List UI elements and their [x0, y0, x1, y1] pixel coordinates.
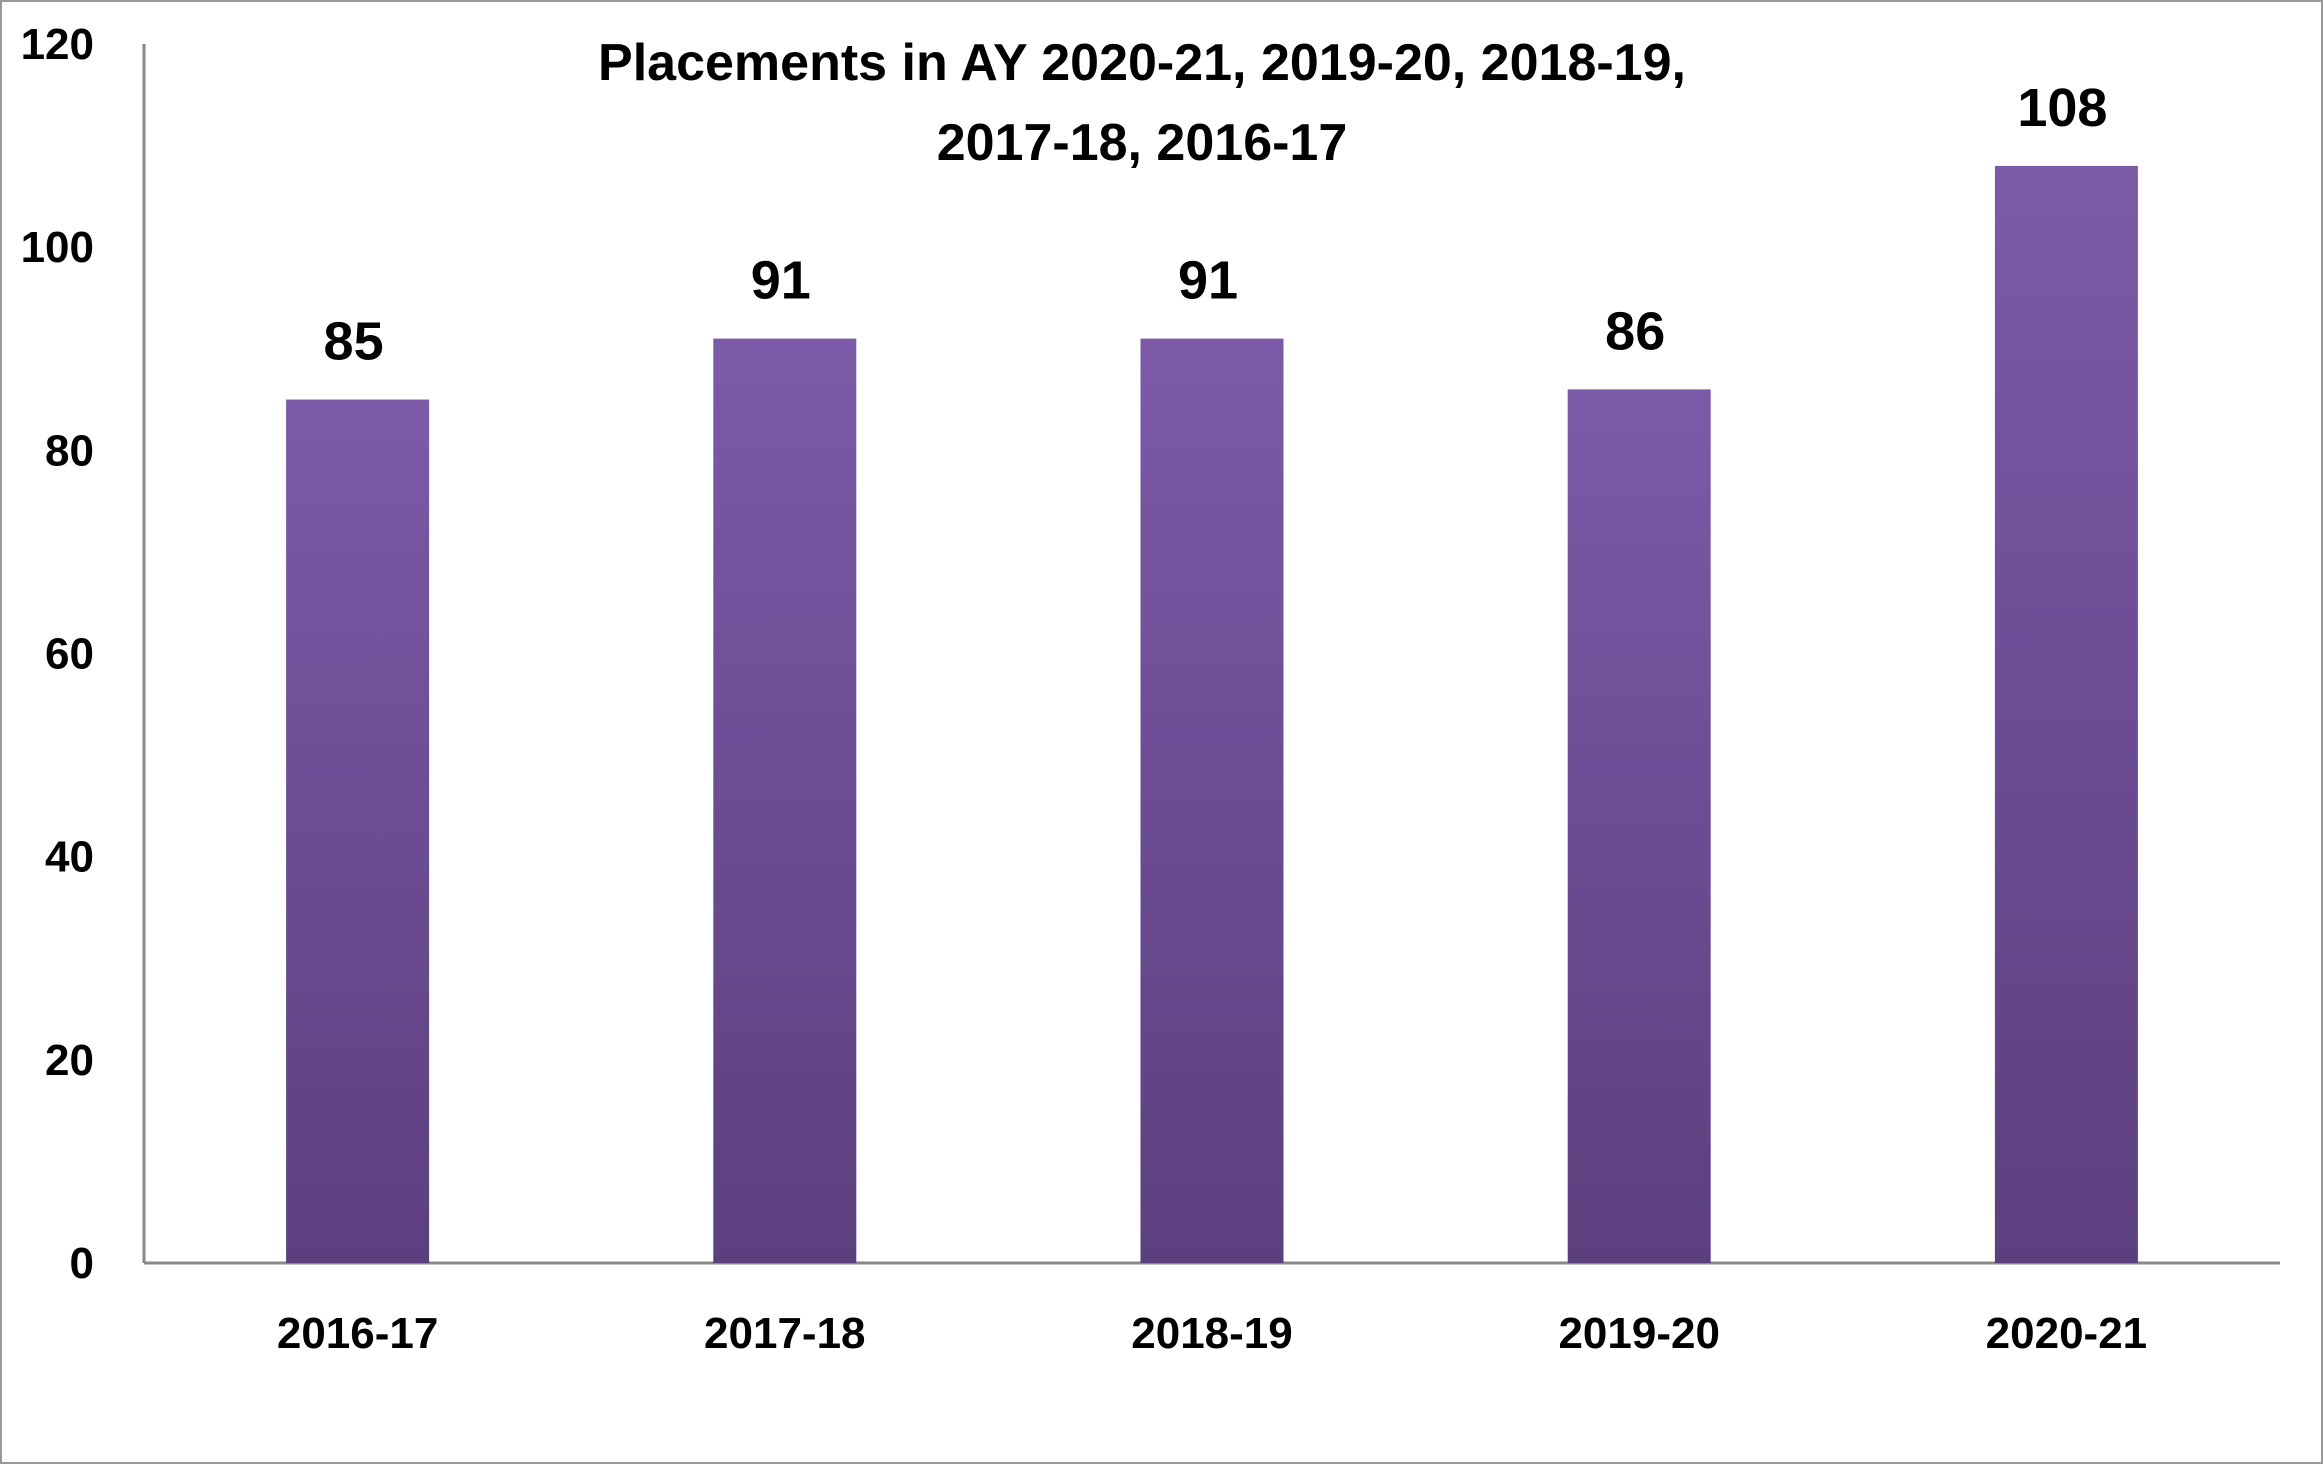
bar-data-label: 91: [1178, 251, 1238, 311]
x-tick-label: 2018-19: [1131, 1309, 1292, 1358]
chart-title: Placements in AY 2020-21, 2019-20, 2018-…: [598, 34, 1686, 172]
x-tick-label: 2020-21: [1986, 1309, 2147, 1358]
bar: [1567, 389, 1711, 1264]
x-tick-label: 2016-17: [277, 1309, 438, 1358]
chart-title-line-1: Placements in AY 2020-21, 2019-20, 2018-…: [598, 34, 1686, 92]
y-tick-label: 100: [21, 223, 94, 272]
bar-data-label: 86: [1605, 301, 1665, 361]
bar: [1140, 338, 1284, 1263]
y-tick-label: 20: [45, 1036, 94, 1085]
chart-title-line-2: 2017-18, 2016-17: [937, 114, 1348, 172]
bar-data-label: 91: [751, 251, 811, 311]
x-tick-label: 2019-20: [1558, 1309, 1719, 1358]
bar: [713, 338, 857, 1263]
x-tick-label: 2017-18: [704, 1309, 865, 1358]
y-tick-label: 120: [21, 20, 94, 69]
y-tick-label: 40: [45, 833, 94, 882]
bar: [286, 399, 430, 1264]
y-tick-label: 80: [45, 426, 94, 475]
y-tick-label: 60: [45, 630, 94, 679]
bar-data-label: 108: [2017, 78, 2107, 138]
bar: [1994, 165, 2138, 1263]
bar-data-label: 85: [324, 312, 384, 372]
data-labels: 85 91 91 86 108: [324, 78, 2108, 372]
bar-series: [286, 165, 2138, 1264]
y-tick-label: 0: [70, 1239, 94, 1288]
y-axis-tick-labels: 0 20 40 60 80 100 120: [21, 20, 94, 1288]
x-axis-tick-labels: 2016-17 2017-18 2018-19 2019-20 2020-21: [277, 1309, 2147, 1358]
